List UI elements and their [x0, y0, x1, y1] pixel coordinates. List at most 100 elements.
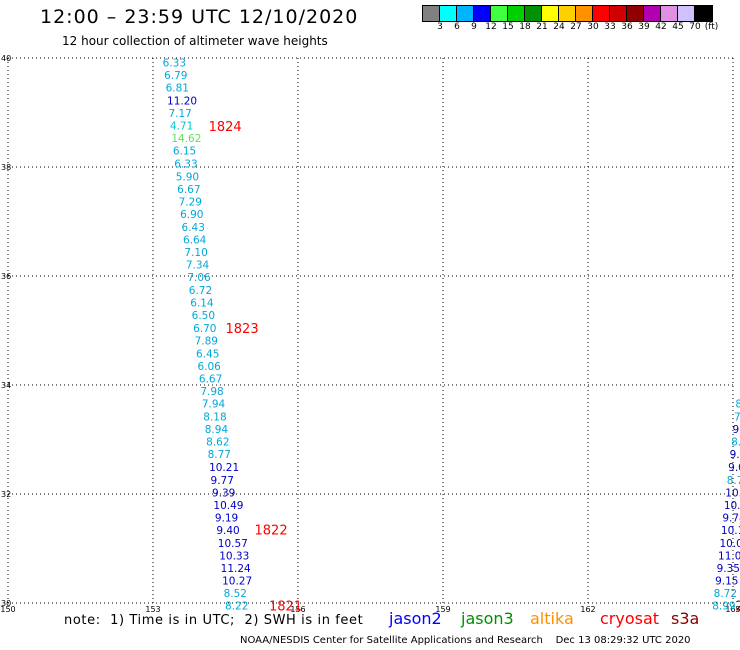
- color-scale-label: 12: [485, 22, 497, 32]
- color-swatch: [678, 6, 695, 21]
- wave-height-value: 8.76: [727, 475, 740, 487]
- map-axis-ticks: 150 153 156 159 162 165 30 32 34 36 38 40: [0, 54, 740, 614]
- color-scale-label: 33: [604, 22, 616, 32]
- map-grid: [7, 57, 734, 604]
- color-scale-unit: (ft): [704, 22, 719, 32]
- color-swatch: [695, 6, 712, 21]
- wave-height-value: 6.14: [190, 298, 214, 310]
- wave-height-value: 6.72: [189, 285, 212, 297]
- latitude-tick-label: 36: [1, 272, 11, 281]
- color-swatch: [440, 6, 457, 21]
- color-scale-label: 39: [638, 22, 650, 32]
- wave-height-value: 10.03: [725, 487, 740, 499]
- color-swatch: [508, 6, 525, 21]
- wave-height-value: 8.77: [208, 449, 231, 461]
- wave-height-value: 8.94: [205, 424, 229, 436]
- color-swatch: [593, 6, 610, 21]
- wave-height-value: 8.62: [206, 437, 229, 449]
- color-swatch: [661, 6, 678, 21]
- satellite-legend-altika: altika: [530, 609, 574, 628]
- color-swatch: [610, 6, 627, 21]
- wave-height-value: 6.70: [193, 323, 216, 335]
- latitude-tick-label: 30: [1, 599, 11, 608]
- longitude-tick-label: 153: [145, 605, 160, 614]
- color-scale-label: 3: [437, 22, 443, 32]
- page-title: 12:00 – 23:59 UTC 12/10/2020: [40, 6, 359, 28]
- wave-height-value: 10.21: [209, 462, 239, 474]
- color-scale-label: 27: [570, 22, 582, 32]
- satellite-legend-cryosat: cryosat: [600, 609, 660, 628]
- color-scale-label: 24: [553, 22, 565, 32]
- footer-credit: NOAA/NESDIS Center for Satellite Applica…: [240, 635, 691, 646]
- color-swatch: [491, 6, 508, 21]
- wave-height-value: 6.33: [163, 57, 186, 69]
- wave-height-value: 9.39: [212, 487, 235, 499]
- wave-height-value: 7.17: [168, 108, 191, 120]
- color-swatch: [644, 6, 661, 21]
- color-swatch: [423, 6, 440, 21]
- wave-height-value: 9.78: [722, 512, 740, 524]
- wave-height-value: 6.67: [199, 373, 222, 385]
- wave-height-value: 11.24: [221, 563, 251, 575]
- longitude-tick-label: 150: [0, 605, 15, 614]
- latitude-tick-label: 40: [1, 54, 11, 63]
- pass-time-label: 1823: [226, 322, 259, 337]
- wave-height-value: 6.79: [164, 70, 187, 82]
- wave-height-value: 11.06: [718, 551, 740, 563]
- longitude-tick-label: 165: [725, 605, 740, 614]
- color-swatch: [627, 6, 644, 21]
- pass-time-label: 1821: [269, 600, 302, 615]
- wave-height-value: 9.19: [215, 512, 238, 524]
- wave-height-value: 14.62: [171, 133, 201, 145]
- color-scale-label: 30: [587, 22, 599, 32]
- latitude-tick-label: 38: [1, 163, 11, 172]
- wave-height-value: 6.33: [174, 159, 197, 171]
- wave-height-value: 7.29: [179, 196, 202, 208]
- color-scale-label: 18: [519, 22, 531, 32]
- satellite-legend-jason3: jason3: [461, 609, 514, 628]
- altimeter-tracks: 6.336.796.8111.207.174.7114.626.156.335.…: [163, 57, 740, 614]
- wave-height-value: 10.33: [219, 551, 249, 563]
- wave-height-value: 10.04: [719, 538, 740, 550]
- latitude-tick-label: 34: [1, 381, 11, 390]
- wave-height-value: 6.64: [183, 234, 207, 246]
- wave-height-value: 7.89: [195, 335, 218, 347]
- wave-height-value: 9.40: [216, 525, 239, 537]
- color-scale-label: 45: [672, 22, 684, 32]
- color-scale-label: 15: [502, 22, 514, 32]
- wave-height-value: 7.94: [202, 399, 226, 411]
- wave-height-value: 6.06: [197, 361, 221, 373]
- wave-height-value: 8.72: [714, 588, 737, 600]
- color-scale-label: 42: [655, 22, 667, 32]
- wave-height-value: 9.3: [733, 424, 740, 436]
- wave-height-value: 9.15: [715, 576, 738, 588]
- pass-time-label: 232: [735, 600, 740, 615]
- wave-height-value: 7.06: [187, 272, 211, 284]
- wave-height-value: 7.: [734, 412, 740, 424]
- color-scale-label: 6: [454, 22, 460, 32]
- wave-height-value: 4.71: [170, 121, 193, 133]
- longitude-tick-label: 156: [290, 605, 305, 614]
- color-scale-label: 36: [621, 22, 633, 32]
- longitude-tick-label: 159: [435, 605, 450, 614]
- wave-height-value: 7.34: [186, 260, 210, 272]
- wave-height-value: 6.15: [173, 146, 196, 158]
- wave-height-value: 11.20: [167, 96, 197, 108]
- wave-height-value: 10.49: [213, 500, 243, 512]
- wave-height-value: 8.18: [203, 412, 226, 424]
- wave-height-value: 5.90: [176, 171, 199, 183]
- wave-height-value: 10.59: [724, 500, 740, 512]
- wave-height-value: 10.57: [218, 538, 248, 550]
- satellite-legend-s3a: s3a: [671, 609, 700, 628]
- satellite-legend-jason2: jason2: [389, 609, 442, 628]
- wave-height-value: 6.67: [177, 184, 200, 196]
- wave-height-value: 8.2: [731, 437, 740, 449]
- wave-height-value: 8.99: [712, 601, 735, 613]
- color-swatch: [474, 6, 491, 21]
- wave-height-value: 6.45: [196, 348, 219, 360]
- wave-height-value: 9.35: [717, 563, 740, 575]
- wave-height-color-scale: [422, 5, 713, 22]
- color-scale-label: 21: [536, 22, 548, 32]
- pass-time-label: 1822: [255, 523, 288, 538]
